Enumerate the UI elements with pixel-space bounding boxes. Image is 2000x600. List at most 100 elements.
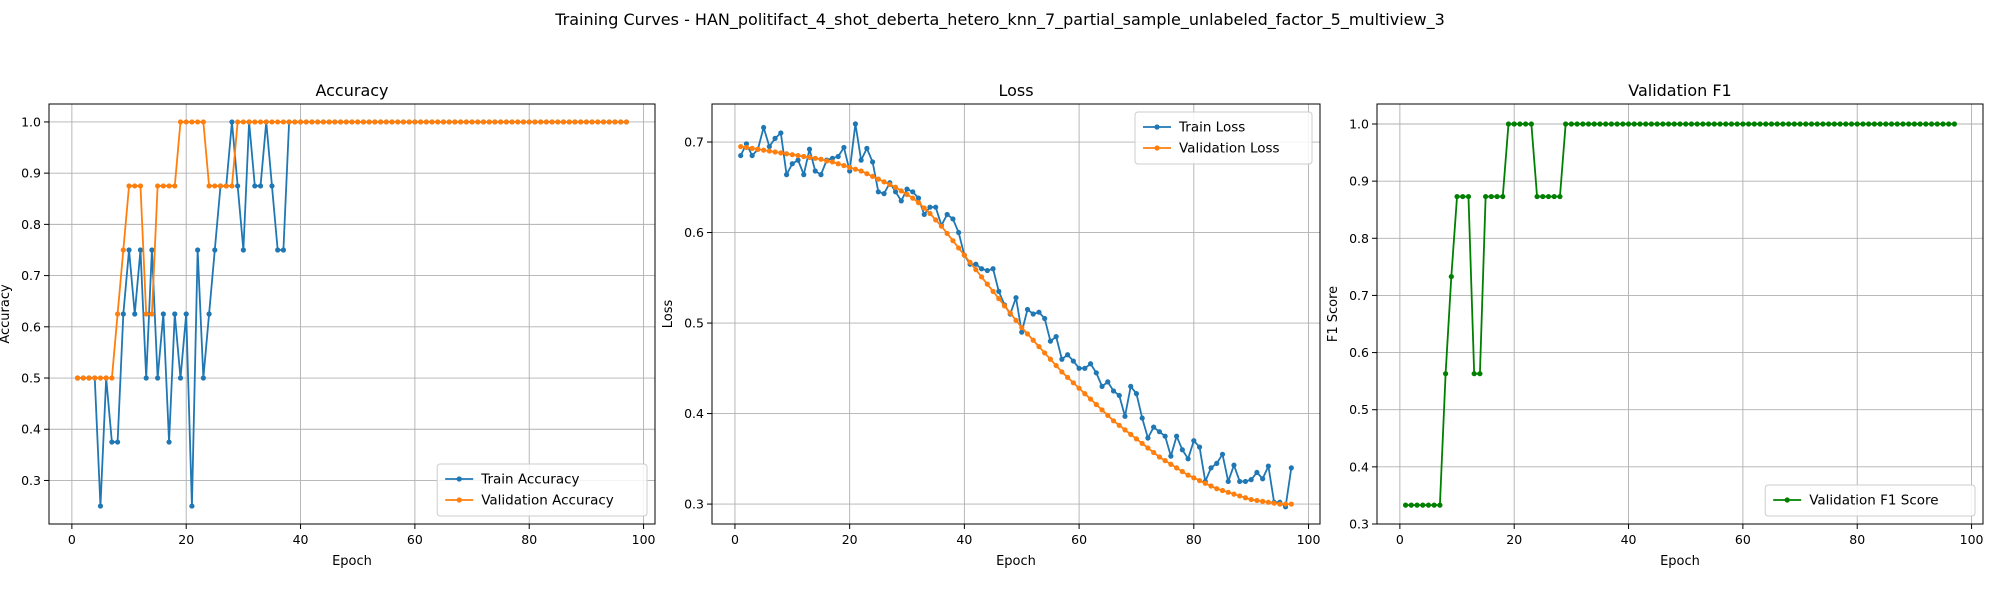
data-point — [297, 119, 304, 125]
data-point — [1122, 427, 1128, 433]
data-point — [1179, 447, 1185, 453]
data-point — [858, 168, 864, 174]
legend-label: Train Accuracy — [480, 472, 579, 488]
data-point — [355, 119, 361, 125]
data-point — [755, 146, 761, 152]
y-tick-label: 0.5 — [684, 316, 704, 331]
data-point — [956, 229, 962, 236]
data-point — [429, 119, 435, 125]
data-point — [1065, 374, 1071, 380]
axes-frame — [1376, 103, 1984, 525]
data-point — [789, 152, 795, 158]
data-point — [412, 119, 418, 125]
data-point — [1774, 121, 1780, 127]
data-point — [1162, 458, 1168, 464]
data-point — [1637, 121, 1643, 127]
y-tick-label: 0.6 — [1349, 345, 1369, 360]
data-point — [458, 119, 464, 125]
data-point — [1803, 121, 1809, 127]
data-point — [400, 119, 407, 125]
data-point — [950, 216, 956, 222]
data-point — [1402, 502, 1409, 508]
data-point — [1110, 418, 1117, 424]
data-point — [1591, 121, 1597, 127]
data-point — [1214, 460, 1220, 466]
data-point — [217, 183, 224, 189]
data-point — [1196, 444, 1203, 450]
y-tick-label: 0.7 — [21, 268, 41, 283]
data-point — [109, 439, 115, 445]
data-point — [944, 211, 950, 218]
data-point — [881, 191, 887, 197]
axes-frame — [48, 103, 656, 525]
y-axis-label: Loss — [661, 300, 676, 329]
data-point — [172, 183, 178, 189]
data-point — [1248, 496, 1254, 503]
data-point — [1128, 431, 1134, 437]
data-point — [1940, 121, 1946, 127]
data-point — [600, 119, 607, 125]
data-point — [1746, 121, 1752, 127]
data-point — [1826, 121, 1832, 127]
data-point — [1070, 358, 1076, 364]
data-point — [560, 119, 567, 125]
data-point — [1225, 478, 1231, 485]
data-point — [1191, 475, 1197, 481]
data-point — [812, 155, 818, 161]
data-point — [1168, 453, 1174, 459]
data-point — [1105, 379, 1111, 385]
data-point — [195, 119, 201, 125]
data-point — [246, 119, 252, 125]
subplot-1: 0 20 40 60 80 100 0.3 0.4 0.5 0.6 0.7 0.8 0.9 1.0 Accu… — [0, 81, 656, 569]
data-point — [292, 119, 298, 125]
data-point — [967, 259, 973, 266]
data-point — [446, 119, 452, 125]
data-point — [766, 143, 772, 150]
data-point — [852, 166, 859, 172]
data-point — [915, 195, 922, 201]
data-point — [1477, 371, 1483, 377]
data-point — [395, 119, 401, 125]
data-point — [1139, 415, 1145, 421]
data-point — [280, 247, 286, 253]
data-point — [1093, 401, 1099, 408]
x-tick-label: 80 — [1849, 532, 1865, 547]
data-point — [74, 375, 81, 381]
data-point — [252, 183, 258, 189]
data-point — [332, 119, 338, 125]
data-point — [160, 311, 166, 317]
data-point — [933, 204, 939, 210]
data-point — [990, 266, 996, 272]
data-point — [235, 119, 241, 125]
data-point — [515, 119, 521, 125]
data-point — [1620, 121, 1626, 127]
data-point — [155, 183, 161, 189]
data-point — [1791, 121, 1797, 127]
data-point — [1574, 121, 1580, 127]
data-point — [1471, 371, 1477, 377]
data-point — [1900, 121, 1906, 127]
data-point — [778, 130, 784, 136]
data-point — [1928, 121, 1935, 127]
x-tick-label: 20 — [1506, 532, 1522, 547]
data-point — [870, 159, 876, 165]
subplot-title: Validation F1 — [1628, 81, 1731, 100]
data-point — [1288, 465, 1294, 471]
axes-frame — [711, 103, 1321, 525]
data-point — [155, 375, 161, 381]
data-point — [383, 119, 389, 125]
data-point — [806, 146, 813, 152]
data-point — [1168, 461, 1174, 467]
data-point — [377, 119, 384, 125]
data-point — [269, 119, 275, 125]
legend-marker — [456, 476, 462, 482]
data-point — [1866, 121, 1872, 127]
data-point — [1888, 121, 1895, 127]
data-point — [326, 119, 332, 125]
data-point — [1237, 478, 1243, 485]
data-point — [1837, 121, 1843, 127]
data-point — [996, 288, 1002, 294]
data-point — [189, 503, 195, 509]
data-point — [961, 252, 967, 258]
data-point — [1174, 465, 1180, 471]
